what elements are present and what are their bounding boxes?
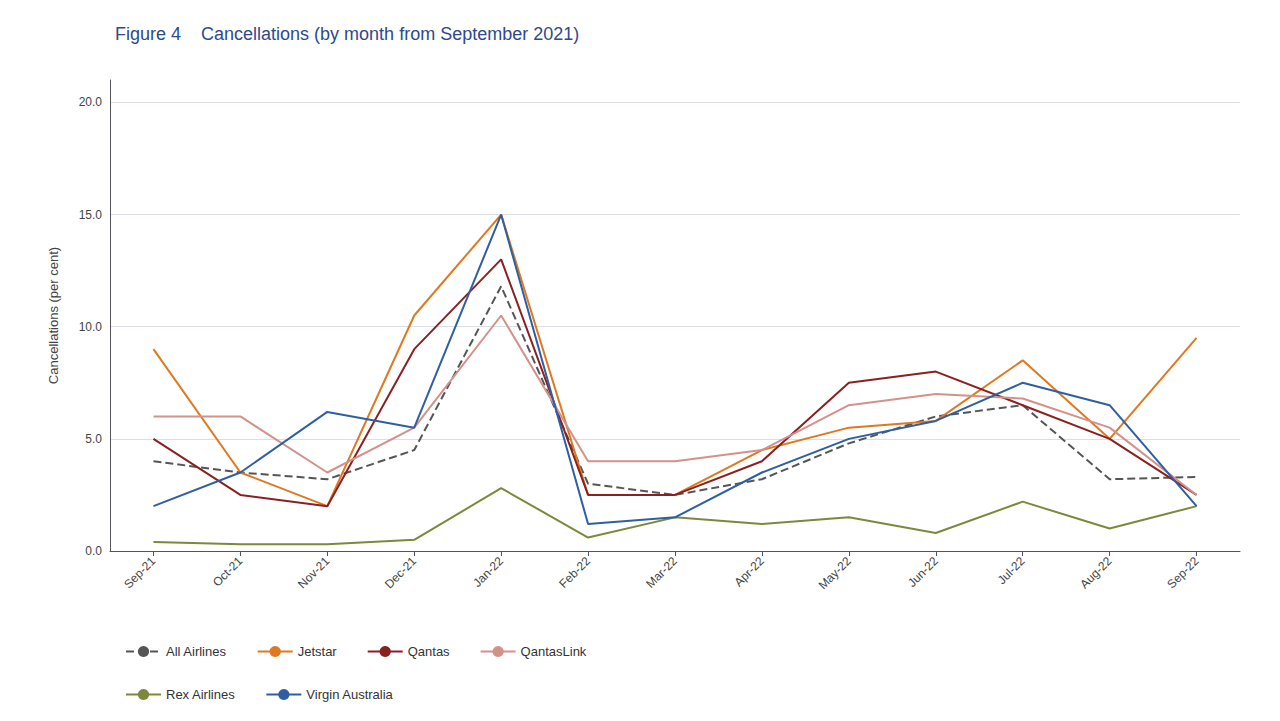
svg-text:0.0: 0.0 [85, 544, 102, 558]
svg-text:Cancellations (per cent): Cancellations (per cent) [46, 247, 61, 384]
svg-text:Feb-22: Feb-22 [556, 554, 593, 591]
svg-text:Sep-22: Sep-22 [1164, 554, 1201, 591]
svg-text:Jun-22: Jun-22 [905, 554, 941, 590]
svg-text:Rex Airlines: Rex Airlines [166, 687, 235, 702]
svg-text:Qantas: Qantas [408, 644, 450, 659]
svg-text:Jetstar: Jetstar [298, 644, 338, 659]
svg-text:20.0: 20.0 [79, 95, 103, 109]
svg-text:Aug-22: Aug-22 [1077, 554, 1114, 591]
svg-text:Nov-21: Nov-21 [295, 554, 332, 591]
svg-text:May-22: May-22 [816, 554, 854, 592]
svg-text:QantasLink: QantasLink [521, 644, 587, 659]
svg-text:Jul-22: Jul-22 [995, 554, 1028, 587]
svg-text:Virgin Australia: Virgin Australia [306, 687, 393, 702]
svg-text:5.0: 5.0 [85, 432, 102, 446]
svg-text:Jan-22: Jan-22 [470, 554, 506, 590]
svg-text:Mar-22: Mar-22 [643, 554, 680, 591]
svg-text:10.0: 10.0 [79, 320, 103, 334]
svg-text:15.0: 15.0 [79, 208, 103, 222]
svg-text:Dec-21: Dec-21 [382, 554, 419, 591]
svg-text:Apr-22: Apr-22 [732, 554, 768, 590]
svg-text:All Airlines: All Airlines [166, 644, 226, 659]
svg-text:Oct-21: Oct-21 [210, 554, 246, 590]
svg-text:Figure 4 Cancellations (by: Figure 4 Cancellations (by month from Se… [115, 24, 579, 44]
svg-text:Sep-21: Sep-21 [121, 554, 158, 591]
